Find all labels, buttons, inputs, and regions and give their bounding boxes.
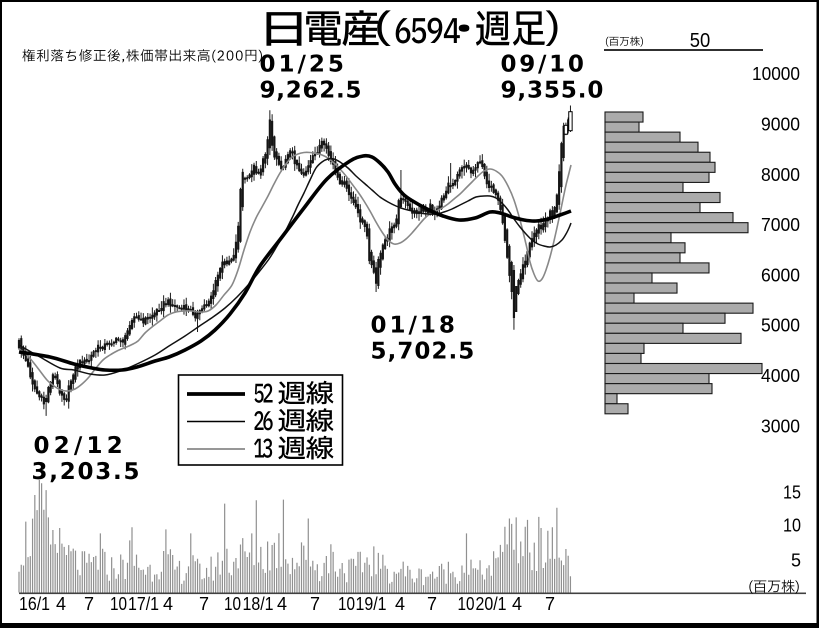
svg-text:19/1: 19/1 [356, 594, 387, 614]
svg-text:4: 4 [512, 594, 522, 614]
svg-text:10: 10 [224, 594, 241, 614]
svg-text:10: 10 [110, 594, 127, 614]
svg-text:10: 10 [338, 594, 355, 614]
svg-text:18/1: 18/1 [243, 594, 274, 614]
svg-text:7: 7 [310, 594, 320, 614]
svg-text:3000: 3000 [761, 416, 800, 436]
svg-text:20/1: 20/1 [476, 594, 507, 614]
svg-text:17/1: 17/1 [128, 594, 159, 614]
svg-text:4: 4 [277, 594, 287, 614]
svg-text:10: 10 [783, 515, 801, 535]
svg-text:7: 7 [84, 594, 94, 614]
svg-text:8000: 8000 [761, 165, 800, 185]
svg-text:16/1: 16/1 [19, 594, 50, 614]
svg-text:7: 7 [199, 594, 209, 614]
svg-text:4: 4 [395, 594, 405, 614]
svg-text:7: 7 [427, 594, 437, 614]
svg-text:7: 7 [545, 594, 555, 614]
svg-text:4000: 4000 [761, 366, 800, 386]
svg-text:5000: 5000 [761, 316, 800, 336]
svg-text:4: 4 [163, 594, 173, 614]
svg-text:10000: 10000 [752, 64, 800, 84]
svg-text:50: 50 [690, 30, 711, 52]
svg-text:4: 4 [56, 594, 66, 614]
svg-text:6000: 6000 [761, 265, 800, 285]
svg-text:10: 10 [458, 594, 475, 614]
svg-text:5: 5 [791, 550, 801, 570]
svg-text:15: 15 [783, 482, 801, 502]
svg-text:9000: 9000 [761, 115, 800, 135]
svg-text:7000: 7000 [761, 215, 800, 235]
